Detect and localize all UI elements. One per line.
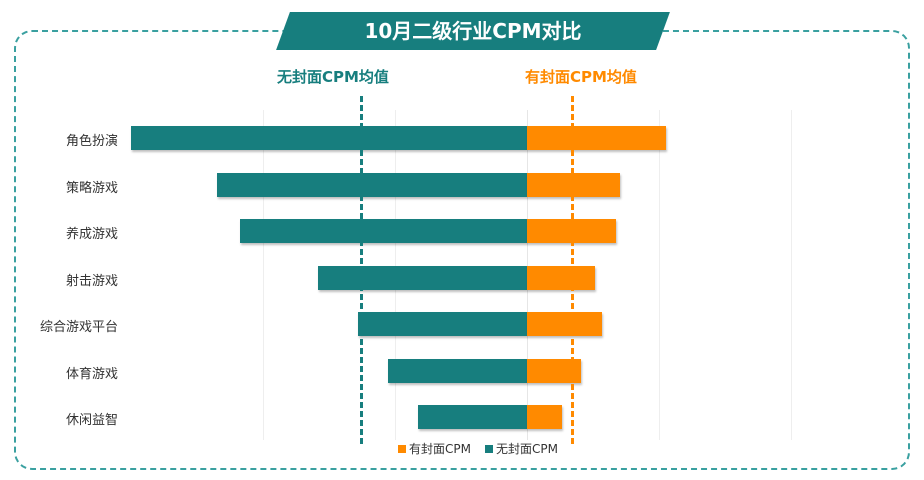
orange-swatch-icon — [398, 444, 406, 453]
legend-item-with-cover: 有封面CPM — [398, 440, 471, 457]
legend-label: 无封面CPM — [495, 442, 558, 456]
no-cover-avg-label: 无封面CPM均值 — [277, 68, 389, 86]
category-label: 策略游戏 — [65, 180, 118, 196]
legend-label: 有封面CPM — [409, 442, 471, 456]
no-cover-bar — [217, 172, 527, 197]
no-cover-bar — [318, 265, 527, 290]
teal-swatch-icon — [484, 444, 493, 453]
category-label: 休闲益智 — [65, 413, 118, 428]
with-cover-bar — [527, 312, 602, 336]
gridline — [659, 110, 660, 440]
category-label: 养成游戏 — [65, 227, 118, 242]
gridline — [263, 110, 264, 440]
category-label: 体育游戏 — [65, 366, 118, 382]
category-label: 综合游戏平台 — [39, 320, 118, 335]
gridline — [791, 110, 792, 440]
with-cover-bar — [527, 126, 666, 150]
with-cover-bar — [527, 405, 562, 429]
category-label: 角色扮演 — [65, 134, 118, 149]
no-cover-bar — [240, 219, 527, 243]
with-cover-avg-label: 有封面CPM均值 — [525, 68, 637, 86]
no-cover-bar — [358, 312, 527, 336]
category-label: 射击游戏 — [65, 273, 118, 289]
legend: 有封面CPM 无封面CPM — [398, 440, 558, 457]
chart-title: 10月二级行业CPM对比 — [364, 19, 582, 43]
no-cover-bar — [131, 126, 527, 150]
with-cover-bar — [527, 265, 595, 290]
no-cover-bar — [388, 358, 527, 383]
legend-item-no-cover: 无封面CPM — [484, 440, 558, 457]
chart-frame — [14, 30, 910, 470]
with-cover-avg-line — [571, 96, 574, 444]
no-cover-bar — [418, 405, 527, 429]
no-cover-avg-line — [360, 96, 363, 444]
